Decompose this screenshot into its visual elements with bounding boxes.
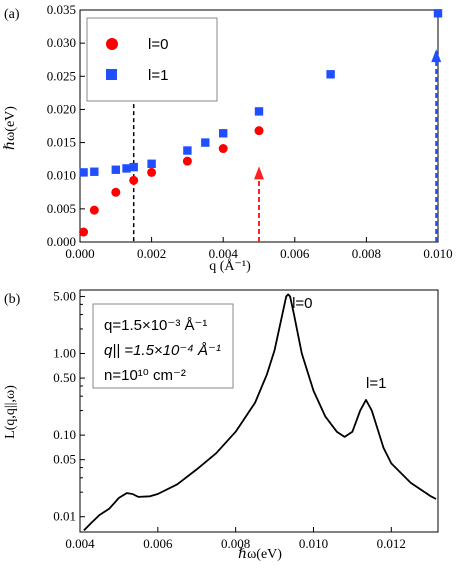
a-x-tick-label: 0.004 [209, 246, 239, 261]
a-arrow-head [254, 166, 264, 180]
info-line-n: n=10¹⁰ cm⁻² [104, 367, 186, 384]
panel-b-marks: l=0 l=1 [83, 293, 437, 532]
b-y-tick-label: 1.00 [53, 346, 76, 361]
legend-marker-l0 [106, 38, 118, 50]
b-x-tick-label: 0.010 [299, 536, 328, 551]
a-point-l0 [218, 144, 228, 154]
b-x-tick-label: 0.004 [65, 536, 95, 551]
a-y-tick-label: 0.035 [47, 2, 76, 17]
a-point-l1 [201, 138, 210, 147]
panel-a-xlabel: q (Å⁻¹) [209, 258, 251, 274]
a-x-tick-label: 0.008 [352, 246, 381, 261]
b-y-tick-label: 0.10 [53, 427, 76, 442]
b-x-tick-label: 0.006 [143, 536, 173, 551]
b-y-tick-label: 0.50 [53, 370, 76, 385]
a-y-tick-label: 0.005 [47, 201, 76, 216]
a-point-l1 [147, 159, 156, 168]
panel-b-label: (b) [4, 292, 21, 307]
a-point-l0 [182, 156, 192, 166]
legend: l=0 l=1 [86, 17, 218, 102]
legend-label-l1: l=1 [148, 67, 168, 84]
a-point-l1 [433, 9, 443, 18]
a-point-l1 [111, 165, 120, 174]
legend-label-l0: l=0 [148, 36, 168, 53]
b-x-tick-label: 0.012 [377, 536, 406, 551]
a-point-l0 [79, 227, 89, 237]
b-peak-label: l=1 [366, 375, 386, 392]
a-point-l0 [111, 187, 121, 197]
a-x-tick-label: 0.000 [65, 246, 94, 261]
a-x-tick-label: 0.006 [280, 246, 310, 261]
a-point-l1 [90, 167, 99, 176]
info-box [92, 303, 234, 389]
b-y-tick-label: 0.01 [53, 509, 76, 524]
a-y-tick-label: 0.020 [47, 101, 76, 116]
b-peak-label: l=0 [292, 295, 312, 312]
a-point-l0 [254, 126, 264, 136]
a-point-l1 [254, 107, 264, 116]
panel-b: (b) 0.004 0.006 0.008 0.010 0.012 0.01 0.05 0.1… [3, 288, 439, 562]
b-y-tick-label: 5.00 [53, 288, 76, 303]
a-point-l1 [183, 146, 192, 155]
panel-a-ylabel: ℏω(eV) [3, 106, 18, 150]
a-point-l1 [79, 168, 88, 177]
legend-box [86, 17, 218, 102]
panel-b-ticks: 0.004 0.006 0.008 0.010 0.012 0.01 0.05 0.10 0.5… [53, 288, 406, 551]
a-point-l1 [219, 129, 228, 138]
b-x-tick-label: 0.008 [221, 536, 250, 551]
panel-a: (a) 0.000 0.002 0.004 0.006 0.008 0.0100.0000… [3, 2, 453, 274]
a-point-l0 [147, 167, 157, 177]
panel-a-label: (a) [4, 7, 20, 22]
a-point-l0 [89, 205, 99, 215]
a-point-l1 [326, 70, 335, 79]
b-y-tick-label: 0.05 [53, 452, 76, 467]
a-y-tick-label: 0.010 [47, 168, 76, 183]
a-x-tick-label: 0.010 [423, 246, 452, 261]
a-y-tick-label: 0.025 [47, 68, 76, 83]
panel-a-ticks: 0.000 0.002 0.004 0.006 0.008 0.010 0.000 0.005… [47, 2, 453, 261]
a-y-tick-label: 0.000 [47, 234, 76, 249]
a-y-tick-label: 0.030 [47, 35, 76, 50]
panel-a-marks [79, 9, 443, 242]
legend-marker-l1 [106, 69, 117, 80]
a-arrow-head [431, 49, 442, 63]
a-point-l1 [129, 162, 138, 172]
a-x-tick-label: 0.002 [137, 246, 166, 261]
a-y-tick-label: 0.015 [47, 135, 76, 150]
info-line-qpar: q|| =1.5×10⁻⁴ Å⁻¹ [104, 342, 221, 359]
info-line-q: q=1.5×10⁻³ Å⁻¹ [104, 317, 207, 334]
panel-b-ylabel: L(q,q||,ω) [3, 385, 18, 439]
a-point-l0 [129, 175, 139, 185]
panel-b-xlabel: ℏω(eV) [238, 547, 282, 562]
a-point-l1 [122, 164, 131, 173]
b-series-line [83, 293, 437, 532]
